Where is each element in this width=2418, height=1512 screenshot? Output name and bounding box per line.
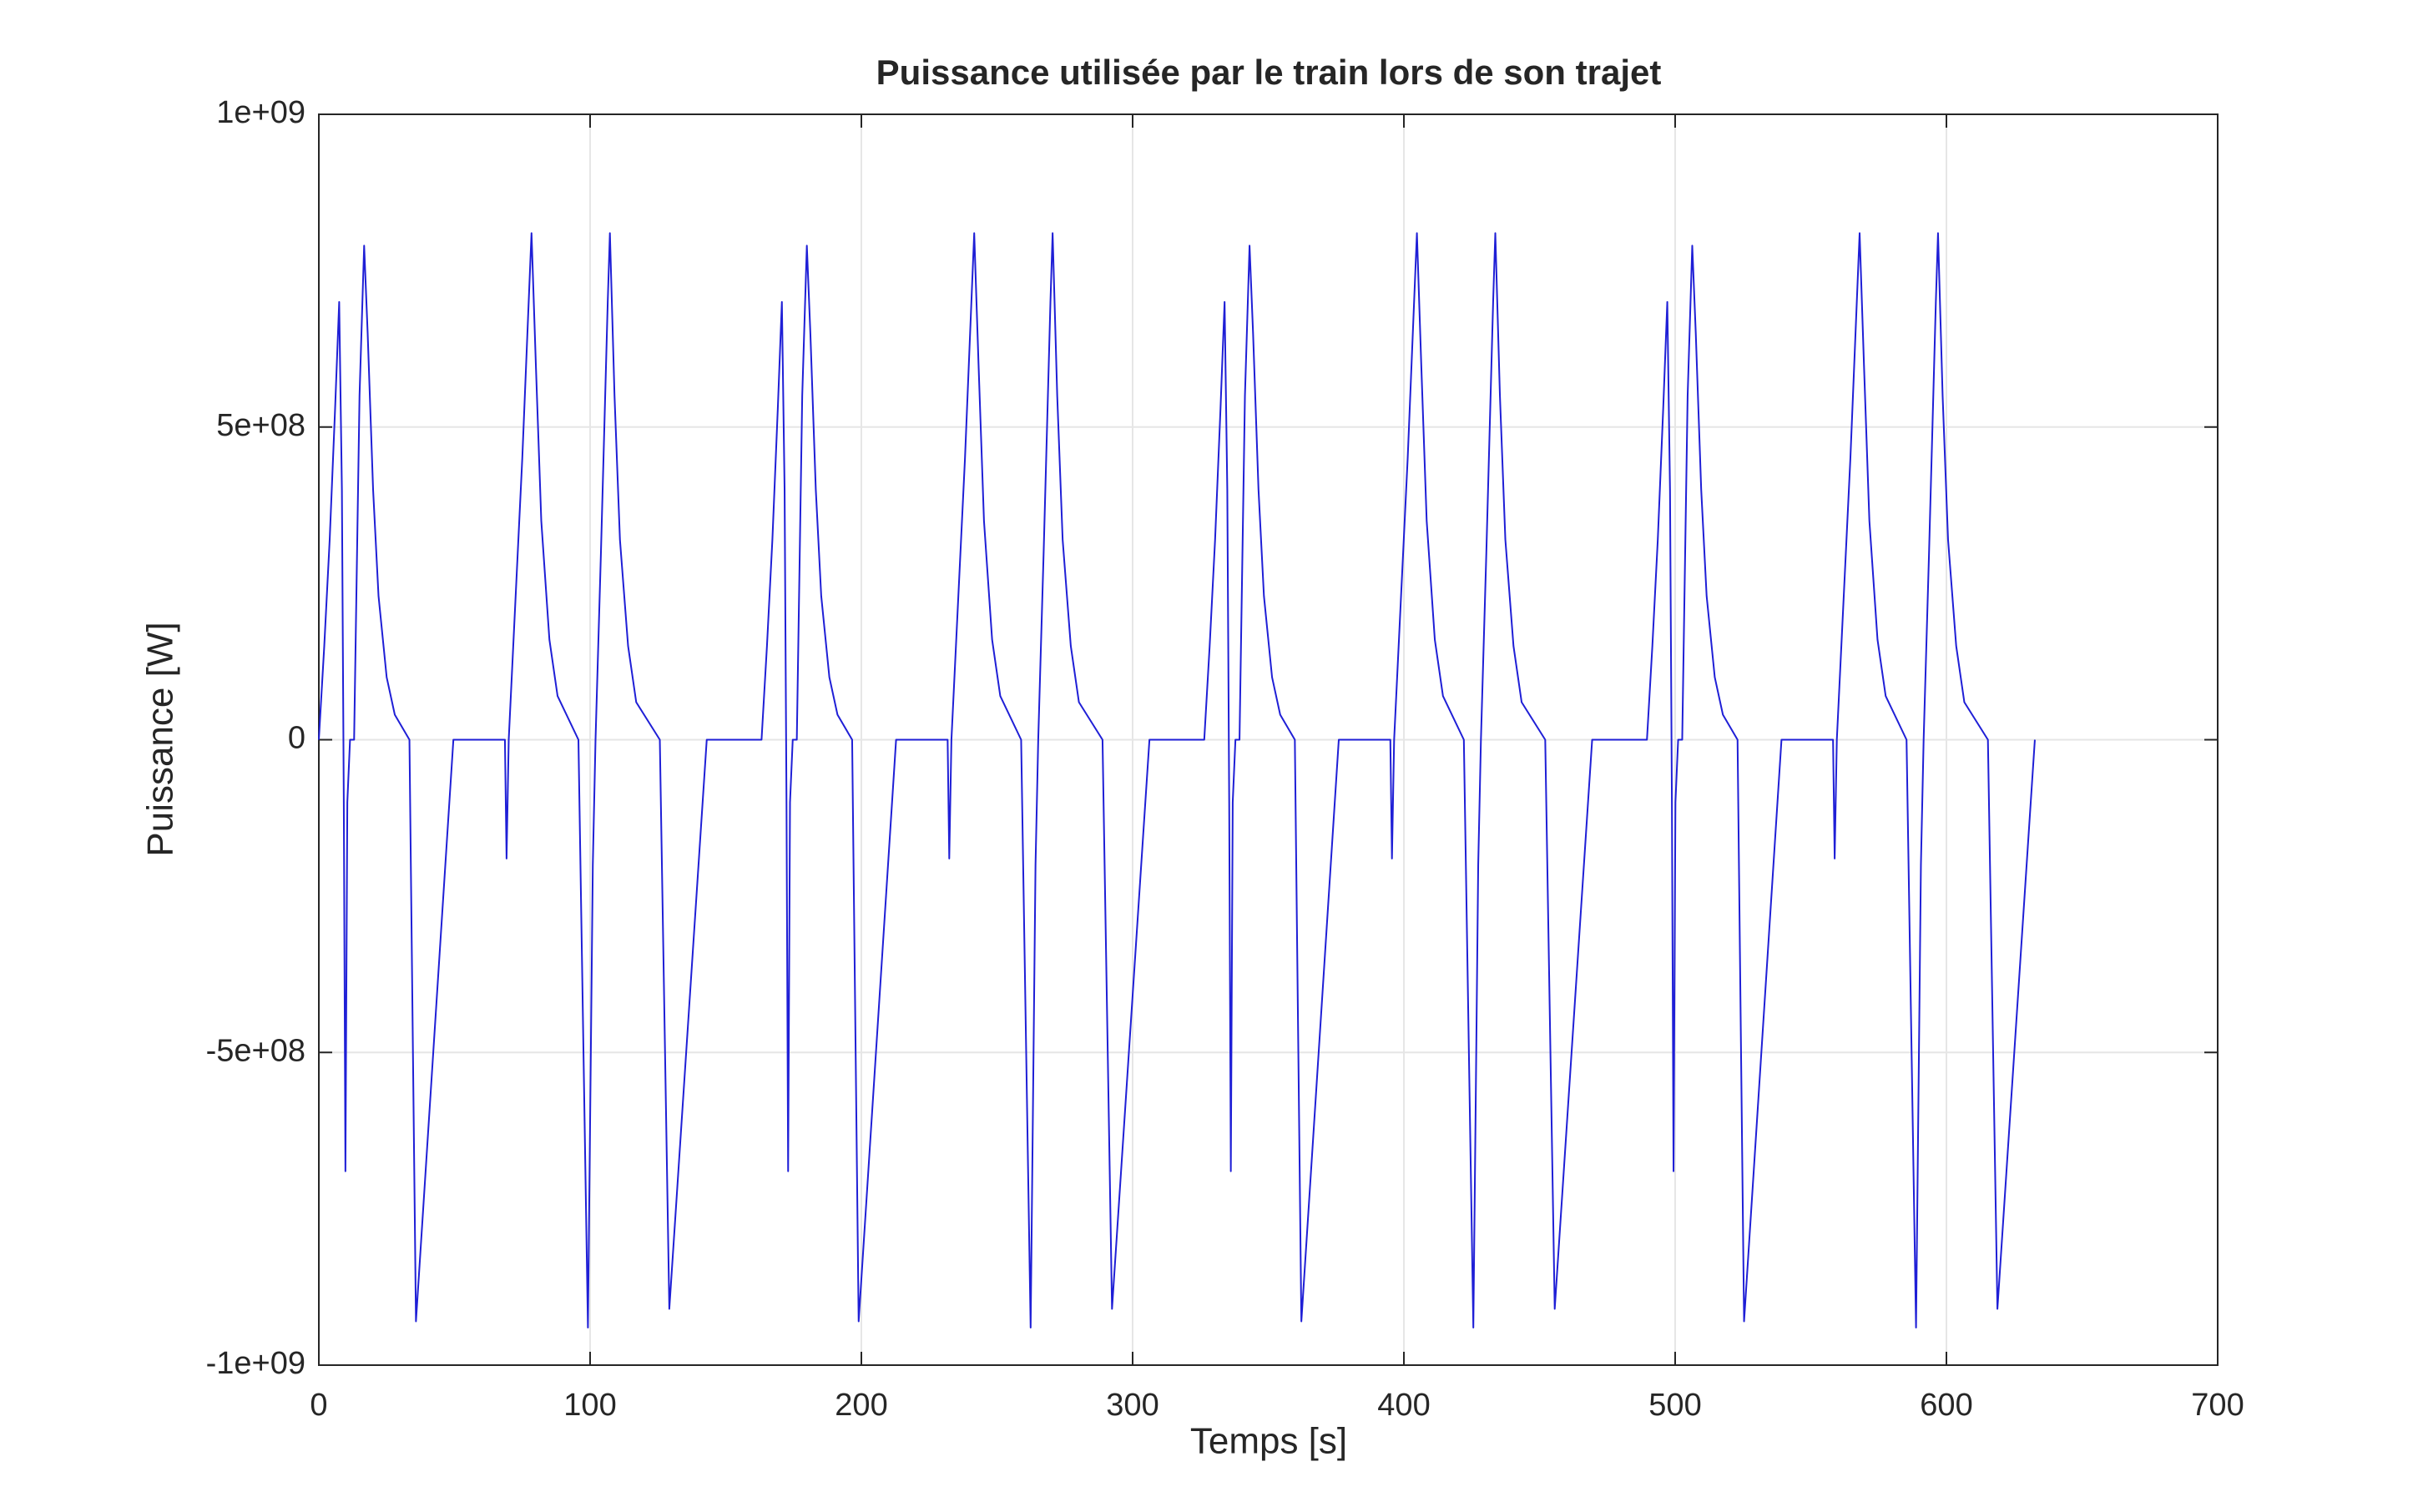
- x-tick-label: 700: [2191, 1388, 2244, 1423]
- x-tick-label: 400: [1377, 1388, 1430, 1423]
- y-axis-label: Puissance [W]: [140, 622, 181, 856]
- y-tick-label: 5e+08: [216, 408, 305, 443]
- x-tick-label: 600: [1920, 1388, 1972, 1423]
- x-axis-label: Temps [s]: [1190, 1421, 1347, 1462]
- chart-title: Puissance utilisée par le train lors de …: [876, 53, 1662, 92]
- y-tick-label: -5e+08: [206, 1033, 305, 1068]
- data-line: [318, 232, 2036, 1329]
- y-tick-label: -1e+09: [206, 1346, 305, 1381]
- x-tick-label: 200: [835, 1388, 887, 1423]
- x-tick-label: 500: [1648, 1388, 1701, 1423]
- x-tick-label: 0: [310, 1388, 327, 1423]
- x-tick-label: 100: [563, 1388, 616, 1423]
- y-tick-label: 0: [288, 721, 305, 756]
- x-tick-label: 300: [1106, 1388, 1159, 1423]
- y-tick-label: 1e+09: [216, 95, 305, 130]
